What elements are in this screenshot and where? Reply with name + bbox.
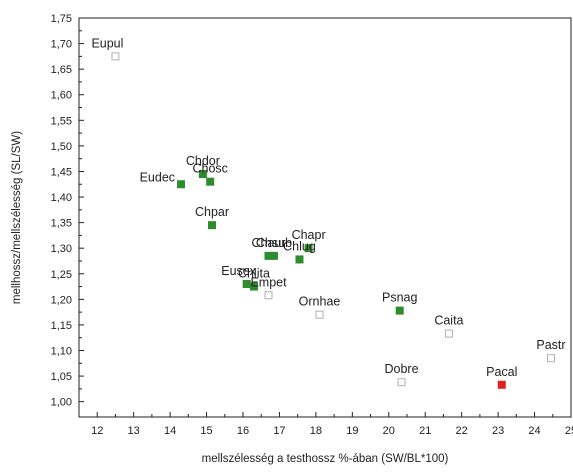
x-tick-label: 20 bbox=[383, 425, 395, 437]
data-point-psnag bbox=[395, 306, 404, 315]
point-label-chdor: Chdor bbox=[186, 154, 220, 168]
y-tick-label: 1,20 bbox=[51, 294, 72, 306]
data-point-eupul bbox=[111, 52, 120, 61]
y-tick-label: 1,45 bbox=[51, 166, 72, 178]
point-label-chapr: Chapr bbox=[292, 228, 326, 242]
point-label-eupul: Eupul bbox=[91, 36, 123, 50]
point-label-caita: Caita bbox=[434, 314, 463, 328]
point-label-dobre: Dobre bbox=[385, 362, 419, 376]
data-point-empet bbox=[264, 291, 273, 300]
y-tick-label: 1,25 bbox=[51, 269, 72, 281]
x-tick-label: 25 bbox=[565, 425, 573, 437]
x-tick-label: 22 bbox=[456, 425, 468, 437]
point-label-eusex: Eusex bbox=[221, 264, 256, 278]
x-tick-label: 19 bbox=[346, 425, 358, 437]
data-point-chpar bbox=[208, 221, 217, 230]
x-tick-label: 12 bbox=[91, 425, 103, 437]
point-label-empet: Empet bbox=[250, 275, 287, 289]
point-label-chsub: Chsub bbox=[256, 236, 292, 250]
x-tick-label: 13 bbox=[128, 425, 140, 437]
data-point-eudec bbox=[177, 180, 186, 189]
data-point-chlita bbox=[249, 282, 258, 291]
x-tick-label: 17 bbox=[273, 425, 285, 437]
data-point-chdor bbox=[198, 170, 207, 179]
point-label-eudec: Eudec bbox=[140, 170, 175, 184]
x-tick-label: 23 bbox=[492, 425, 504, 437]
data-point-chapr bbox=[304, 244, 313, 253]
point-label-psnag: Psnag bbox=[382, 291, 417, 305]
data-point-chlug bbox=[295, 255, 304, 264]
y-tick-label: 1,70 bbox=[51, 39, 72, 51]
data-point-pacal bbox=[497, 380, 506, 389]
y-axis-title: mellhossz/mellszélesség (SL/SW) bbox=[11, 131, 23, 304]
y-tick-label: 1,75 bbox=[51, 13, 72, 25]
y-tick-label: 1,30 bbox=[51, 243, 72, 255]
plot-area bbox=[78, 17, 572, 418]
y-tick-label: 1,55 bbox=[51, 115, 72, 127]
x-axis-title: mellszélesség a testhossz %-ában (SW/BL*… bbox=[202, 453, 449, 465]
y-tick-label: 1,05 bbox=[51, 371, 72, 383]
y-tick-label: 1,50 bbox=[51, 141, 72, 153]
point-label-pastr: Pastr bbox=[536, 338, 565, 352]
data-point-ornhae bbox=[315, 310, 324, 319]
point-label-ornhae: Ornhae bbox=[299, 295, 341, 309]
data-point-eusex bbox=[242, 280, 251, 288]
point-label-chosc: Chosc bbox=[192, 162, 227, 176]
y-tick-label: 1,35 bbox=[51, 218, 72, 230]
x-tick-label: 14 bbox=[164, 425, 176, 437]
data-point-chsub bbox=[269, 251, 278, 260]
x-tick-label: 24 bbox=[528, 425, 540, 437]
y-tick-label: 1,15 bbox=[51, 320, 72, 332]
data-points bbox=[111, 52, 555, 389]
y-tick-label: 1,10 bbox=[51, 346, 72, 358]
y-axis-ticks: 1,00 1,05 1,10 1,15 1,20 1,25 1,30 1,35 1,40 1,45… bbox=[51, 13, 84, 409]
y-tick-label: 1,60 bbox=[51, 90, 72, 102]
x-axis-ticks: 12 13 14 15 16 17 18 19 20 21 22 23 24 25 bbox=[91, 412, 573, 437]
y-tick-label: 1,65 bbox=[51, 64, 72, 76]
data-point-chosc bbox=[206, 177, 215, 186]
y-tick-label: 1,00 bbox=[51, 397, 72, 409]
x-tick-label: 18 bbox=[310, 425, 322, 437]
data-point-pastr bbox=[546, 354, 555, 363]
x-tick-label: 16 bbox=[237, 425, 249, 437]
point-label-chlug: Chlug bbox=[283, 239, 316, 253]
point-label-chaur: Chaur bbox=[251, 236, 285, 250]
x-tick-label: 21 bbox=[419, 425, 431, 437]
data-point-caita bbox=[444, 329, 453, 338]
x-tick-label: 15 bbox=[200, 425, 212, 437]
y-tick-label: 1,40 bbox=[51, 192, 72, 204]
point-label-chpar: Chpar bbox=[195, 205, 229, 219]
data-point-dobre bbox=[397, 378, 406, 387]
point-label-chlita: Chlita bbox=[238, 267, 270, 281]
point-label-pacal: Pacal bbox=[486, 365, 517, 379]
